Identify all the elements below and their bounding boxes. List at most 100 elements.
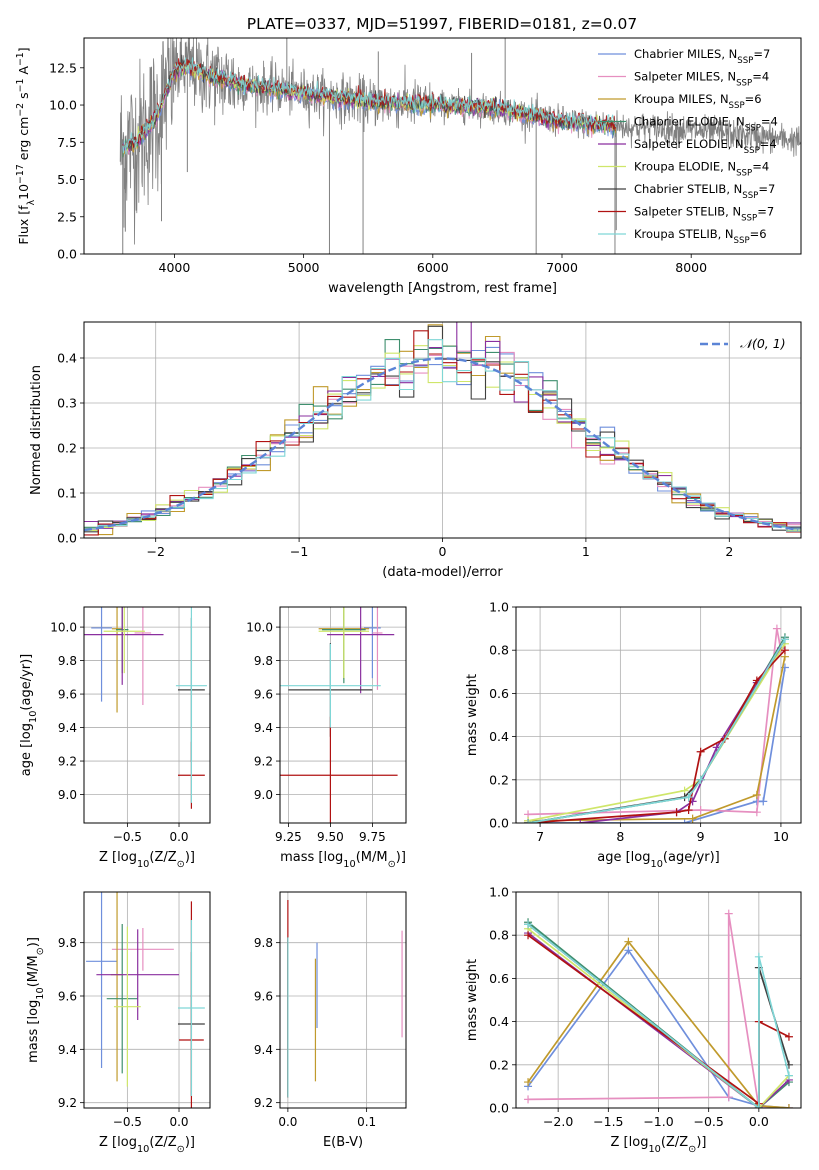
y-tick-label: 0.4 <box>489 1014 509 1029</box>
series-marker-2 <box>724 909 733 918</box>
series-marker-2 <box>772 624 781 633</box>
axes-frame <box>515 606 802 824</box>
y-axis-label: mass weight <box>465 674 480 756</box>
model-spectrum-line-7 <box>122 54 617 151</box>
y-tick-label: 10.0 <box>50 621 77 635</box>
x-tick-label: 10 <box>773 829 789 844</box>
y-tick-label: 10.0 <box>49 98 77 113</box>
x-tick-label: 0 <box>439 544 447 559</box>
y-tick-label: 9.4 <box>58 1043 77 1057</box>
x-tick-label: −0.5 <box>113 1115 142 1129</box>
series-marker-2 <box>524 1095 533 1104</box>
x-tick-label: 7 <box>536 829 544 844</box>
series-line-9 <box>527 923 790 1108</box>
axes-frame <box>279 606 407 824</box>
x-tick-label: −2.0 <box>543 1114 573 1129</box>
x-tick-label: −2 <box>146 544 164 559</box>
series-marker-2 <box>696 806 705 815</box>
series-marker-8 <box>672 808 681 817</box>
y-tick-label: 2.5 <box>57 209 77 224</box>
plot-area <box>524 624 789 823</box>
y-axis-label: age [log10(age/yr)] <box>19 654 39 777</box>
series-line-6 <box>527 928 790 1108</box>
x-tick-label: −1.5 <box>593 1114 623 1129</box>
y-tick-label: 0.8 <box>489 928 509 943</box>
y-axis-label: mass weight <box>465 959 480 1041</box>
y-tick-label: 0.2 <box>489 772 509 787</box>
x-axis-label: mass [log10(M/M⊙)] <box>280 850 406 870</box>
y-tick-label: 9.8 <box>58 654 77 668</box>
series-line-9 <box>527 638 786 823</box>
y-tick-label: 9.2 <box>254 1096 273 1110</box>
series-marker-9 <box>784 1071 793 1080</box>
mass-weight-vs-age-panel: 7 8 9 10 0.0 0.2 0.4 0.6 0.8 1.0 age [log10(age/yr… <box>465 600 802 870</box>
series-marker-5 <box>576 819 585 823</box>
y-tick-label: 1.0 <box>489 885 509 900</box>
series-line-3 <box>527 940 790 1108</box>
axes-frame <box>83 606 211 824</box>
y-tick-label: 9.4 <box>254 1043 273 1057</box>
plot-area <box>287 900 403 1098</box>
y-tick-label: 0.4 <box>57 351 77 366</box>
series-marker-9 <box>696 775 705 784</box>
age-vs-metallicity-panel: −0.5 0.0 9.0 9.2 9.4 9.6 9.8 10.0 Z [log10(Z/Z⊙)… <box>19 606 211 870</box>
y-tick-label: 7.5 <box>57 135 77 150</box>
legend-entry-1: Chabrier MILES, NSSP=7 <box>634 47 770 66</box>
legend-entry-7: Chabrier STELIB, NSSP=7 <box>634 182 775 201</box>
mass-vs-metallicity-panel: −0.5 0.0 9.2 9.4 9.6 9.8 Z [log10(Z/Z⊙)] mass [… <box>26 891 211 1155</box>
mass-vs-ebv-panel: 0.0 0.1 9.2 9.4 9.6 9.8 E(B-V) <box>254 891 407 1150</box>
y-tick-label: 9.8 <box>254 654 273 668</box>
figure-title: PLATE=0337, MJD=51997, FIBERID=0181, z=0… <box>247 15 637 33</box>
y-tick-label: 9.6 <box>254 990 273 1004</box>
x-tick-label: −0.5 <box>113 830 142 844</box>
x-axis-label: Z [log10(Z/Z⊙)] <box>99 850 195 870</box>
y-tick-label: 0.0 <box>489 816 509 831</box>
series-marker-2 <box>752 808 761 817</box>
x-tick-label: 8000 <box>675 260 707 275</box>
x-tick-label: 1 <box>582 544 590 559</box>
series-marker-8 <box>696 747 705 756</box>
series-marker-9 <box>780 635 789 644</box>
series-line-6 <box>527 643 786 822</box>
series-marker-8 <box>684 806 693 815</box>
x-axis-label: E(B-V) <box>323 1135 363 1150</box>
y-tick-label: 0.0 <box>489 1101 509 1116</box>
mass-weight-vs-metallicity-panel: −2.0 −1.5 −1.0 −0.5 0.0 0.0 0.2 0.4 0.6 0.8 1.0 Z [… <box>465 885 802 1155</box>
x-tick-label: 9 <box>697 829 705 844</box>
series-marker-9 <box>684 793 693 802</box>
x-axis-label: age [log10(age/yr)] <box>597 850 720 870</box>
series-marker-3 <box>524 1078 533 1087</box>
series-line-4 <box>527 921 790 1108</box>
x-axis-label: Z [log10(Z/Z⊙)] <box>611 1135 707 1155</box>
legend-entry-9: Kroupa STELIB, NSSP=6 <box>634 227 767 246</box>
y-tick-label: 5.0 <box>57 172 77 187</box>
y-tick-label: 0.6 <box>489 971 509 986</box>
y-tick-label: 9.2 <box>58 755 77 769</box>
y-tick-label: 9.4 <box>254 721 273 735</box>
series-marker-8 <box>524 931 533 940</box>
y-tick-label: 12.5 <box>49 60 77 75</box>
y-tick-label: 1.0 <box>489 600 509 615</box>
plot-area <box>86 892 205 1108</box>
y-tick-label: 0.2 <box>57 441 77 456</box>
plot-area <box>84 607 207 809</box>
y-tick-label: 9.0 <box>254 788 273 802</box>
plot-area <box>524 909 793 1108</box>
residual-histogram-9 <box>84 339 801 532</box>
x-axis-label: Z [log10(Z/Z⊙)] <box>99 1135 195 1155</box>
y-axis-label: Normed distribution <box>29 365 44 495</box>
x-tick-label: −1 <box>290 544 308 559</box>
legend-entry-6: Kroupa ELODIE, NSSP=4 <box>634 160 769 179</box>
plot-area <box>119 38 801 254</box>
legend-entry-8: Salpeter STELIB, NSSP=7 <box>634 205 774 224</box>
y-tick-label: 9.0 <box>58 788 77 802</box>
y-tick-label: 9.6 <box>58 688 77 702</box>
series-marker-9 <box>524 819 533 823</box>
x-tick-label: 9.75 <box>359 830 386 844</box>
series-marker-3 <box>784 1104 793 1108</box>
series-marker-1 <box>680 819 689 823</box>
y-tick-label: 9.6 <box>58 990 77 1004</box>
y-tick-label: 9.8 <box>254 936 273 950</box>
y-tick-label: 9.2 <box>254 755 273 769</box>
